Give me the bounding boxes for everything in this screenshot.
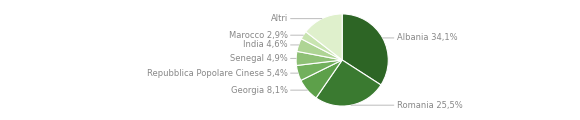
Text: Marocco 2,9%: Marocco 2,9% (229, 31, 303, 40)
Text: Repubblica Popolare Cinese 5,4%: Repubblica Popolare Cinese 5,4% (147, 69, 298, 78)
Wedge shape (301, 32, 342, 60)
Wedge shape (297, 39, 342, 60)
Wedge shape (296, 51, 342, 66)
Wedge shape (296, 60, 342, 80)
Text: India 4,6%: India 4,6% (243, 40, 299, 49)
Text: Romania 25,5%: Romania 25,5% (351, 101, 462, 110)
Text: Albania 34,1%: Albania 34,1% (383, 33, 457, 42)
Wedge shape (316, 60, 381, 106)
Text: Senegal 4,9%: Senegal 4,9% (230, 54, 296, 63)
Wedge shape (301, 60, 342, 98)
Text: Altri: Altri (271, 14, 322, 23)
Wedge shape (306, 14, 342, 60)
Wedge shape (342, 14, 388, 85)
Text: Georgia 8,1%: Georgia 8,1% (231, 86, 307, 95)
